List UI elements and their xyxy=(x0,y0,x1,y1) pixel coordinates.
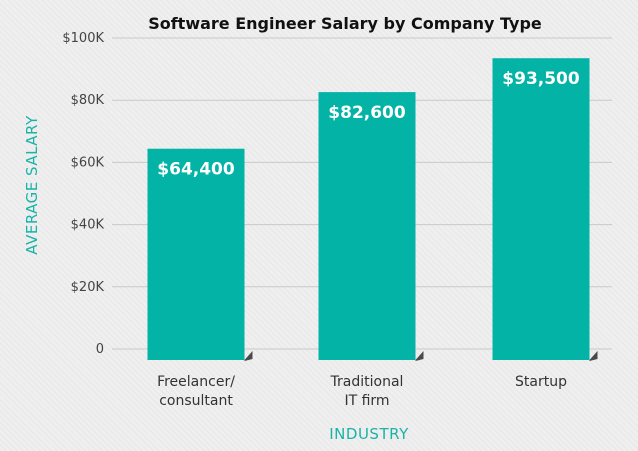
bar-value-label: $64,400 xyxy=(157,160,235,180)
y-axis-label: AVERAGE SALARY xyxy=(23,115,41,255)
x-category-label: Traditional xyxy=(330,374,404,390)
bar-value-label: $82,600 xyxy=(328,103,406,123)
bar-shadow xyxy=(415,351,424,361)
y-tick-label: $60K xyxy=(71,155,105,170)
y-tick-label: $40K xyxy=(71,218,105,233)
y-tick-label: $100K xyxy=(62,31,104,46)
bar xyxy=(318,92,416,360)
bar-value-label: $93,500 xyxy=(502,69,580,89)
y-tick-label: 0 xyxy=(96,342,104,357)
x-category-label: Freelancer/ xyxy=(157,374,235,390)
bar-shadow xyxy=(244,351,253,361)
y-tick-label: $80K xyxy=(71,93,105,108)
y-tick-label: $20K xyxy=(71,280,105,295)
x-category-label: Startup xyxy=(515,374,567,390)
x-category-label: IT firm xyxy=(344,393,389,409)
bar-shadow xyxy=(589,351,598,361)
bar xyxy=(147,148,245,360)
bar xyxy=(492,58,590,361)
chart-title: Software Engineer Salary by Company Type xyxy=(148,14,542,33)
x-axis-label: INDUSTRY xyxy=(329,425,409,443)
x-category-label: consultant xyxy=(159,393,233,409)
